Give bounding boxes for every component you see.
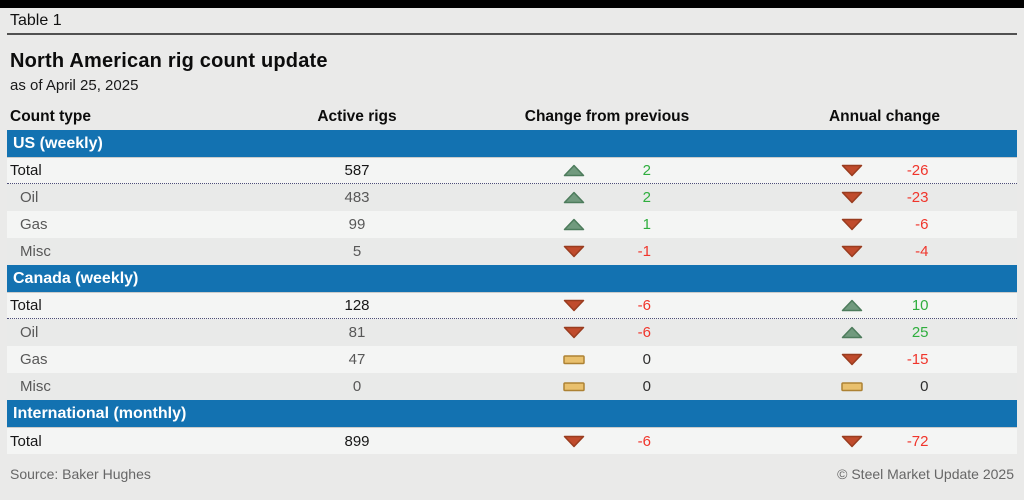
- table-row: Gas 47 0 -15: [7, 346, 1017, 373]
- change-value: 0: [642, 351, 651, 368]
- annual-change-cell: 10: [752, 297, 1017, 314]
- column-header-annual-change: Annual change: [828, 108, 941, 125]
- active-rigs-cell: 899: [344, 432, 370, 450]
- up-triangle-icon: [563, 218, 585, 231]
- down-triangle-icon: [841, 191, 862, 204]
- copyright-note: © Steel Market Update 2025: [837, 466, 1014, 482]
- down-triangle-icon: [841, 218, 862, 231]
- source-note: Source: Baker Hughes: [10, 466, 151, 482]
- active-rigs-cell: 483: [344, 189, 370, 206]
- annual-change-cell: -23: [752, 189, 1017, 206]
- down-triangle-icon: [563, 245, 585, 258]
- annual-change-cell: 25: [752, 324, 1017, 341]
- section-header-canada-weekly: Canada (weekly): [7, 265, 1017, 292]
- flat-bar-icon: [563, 382, 585, 392]
- table-row: Oil 81 -6 25: [7, 319, 1017, 346]
- count-type-cell: Misc: [20, 378, 51, 395]
- count-type-cell: Oil: [20, 189, 39, 206]
- count-type-cell: Total: [10, 162, 42, 179]
- active-rigs-cell: 587: [344, 162, 370, 179]
- footer: Source: Baker Hughes © Steel Market Upda…: [10, 466, 1014, 482]
- down-triangle-icon: [563, 326, 585, 339]
- table-row: Total 587 2 -26: [7, 157, 1017, 184]
- active-rigs-cell: 99: [348, 216, 366, 233]
- annual-change-cell: -26: [752, 162, 1017, 179]
- table-row: Oil 483 2 -23: [7, 184, 1017, 211]
- active-rigs-cell: 0: [352, 378, 362, 395]
- up-triangle-icon: [563, 191, 585, 204]
- page-title: North American rig count update: [10, 50, 328, 72]
- change-value: -6: [637, 324, 651, 341]
- active-rigs-cell: 5: [352, 243, 362, 260]
- change-value: -4: [915, 243, 929, 260]
- down-triangle-icon: [841, 435, 862, 447]
- section-header-international-monthly: International (monthly): [7, 400, 1017, 427]
- table-row: Total 128 -6 10: [7, 292, 1017, 319]
- change-value: 2: [642, 189, 651, 206]
- annual-change-cell: -6: [752, 216, 1017, 233]
- up-triangle-icon: [563, 164, 585, 177]
- change-value: 0: [642, 378, 651, 395]
- down-triangle-icon: [841, 245, 862, 258]
- column-headers: Count type Active rigs Change from previ…: [7, 107, 1017, 127]
- change-from-previous-cell: -1: [462, 243, 752, 260]
- change-from-previous-cell: -6: [462, 324, 752, 341]
- flat-bar-icon: [563, 355, 585, 365]
- count-type-cell: Oil: [20, 324, 39, 341]
- table-row: Total 899 -6 -72: [7, 427, 1017, 454]
- change-value: 2: [642, 162, 651, 179]
- change-value: -6: [637, 297, 651, 314]
- count-type-cell: Gas: [20, 351, 48, 368]
- down-triangle-icon: [841, 353, 862, 366]
- up-triangle-icon: [841, 326, 862, 339]
- change-from-previous-cell: 0: [462, 351, 752, 368]
- column-header-count-type: Count type: [10, 108, 91, 125]
- change-value: -26: [906, 162, 929, 179]
- up-triangle-icon: [841, 299, 862, 312]
- table-row: Misc 5 -1 -4: [7, 238, 1017, 265]
- change-from-previous-cell: 2: [462, 162, 752, 179]
- column-header-change-from-previous: Change from previous: [524, 108, 690, 125]
- change-from-previous-cell: 1: [462, 216, 752, 233]
- section-header-us-weekly: US (weekly): [7, 130, 1017, 157]
- rig-count-table: US (weekly) Total 587 2 -26 Oil 483 2 -23 Gas 99 1 -…: [7, 130, 1017, 454]
- annual-change-cell: -4: [752, 243, 1017, 260]
- change-from-previous-cell: -6: [462, 297, 752, 314]
- change-value: 10: [911, 297, 929, 314]
- annual-change-cell: -72: [752, 433, 1017, 450]
- down-triangle-icon: [563, 435, 585, 447]
- annual-change-cell: -15: [752, 351, 1017, 368]
- annual-change-cell: 0: [752, 378, 1017, 395]
- change-value: -15: [906, 351, 929, 368]
- change-value: -23: [906, 189, 929, 206]
- down-triangle-icon: [563, 299, 585, 312]
- flat-bar-icon: [840, 382, 863, 392]
- change-value: 25: [911, 324, 929, 341]
- count-type-cell: Gas: [20, 216, 48, 233]
- top-black-bar: [0, 0, 1024, 8]
- change-value: -72: [906, 432, 929, 450]
- count-type-cell: Total: [10, 432, 42, 450]
- header-divider: [7, 33, 1017, 35]
- table-row: Misc 0 0 0: [7, 373, 1017, 400]
- change-from-previous-cell: 0: [462, 378, 752, 395]
- down-triangle-icon: [841, 164, 862, 177]
- count-type-cell: Total: [10, 297, 42, 314]
- change-value: 0: [920, 378, 929, 395]
- change-from-previous-cell: -6: [462, 433, 752, 450]
- change-from-previous-cell: 2: [462, 189, 752, 206]
- active-rigs-cell: 128: [344, 297, 370, 314]
- active-rigs-cell: 81: [348, 324, 366, 341]
- count-type-cell: Misc: [20, 243, 51, 260]
- page-subtitle: as of April 25, 2025: [10, 77, 139, 94]
- table-row: Gas 99 1 -6: [7, 211, 1017, 238]
- change-value: -1: [637, 243, 651, 260]
- active-rigs-cell: 47: [348, 351, 366, 368]
- change-value: 1: [642, 216, 651, 233]
- change-value: -6: [637, 432, 651, 450]
- table-label: Table 1: [10, 12, 62, 29]
- column-header-active-rigs: Active rigs: [317, 108, 397, 125]
- change-value: -6: [915, 216, 929, 233]
